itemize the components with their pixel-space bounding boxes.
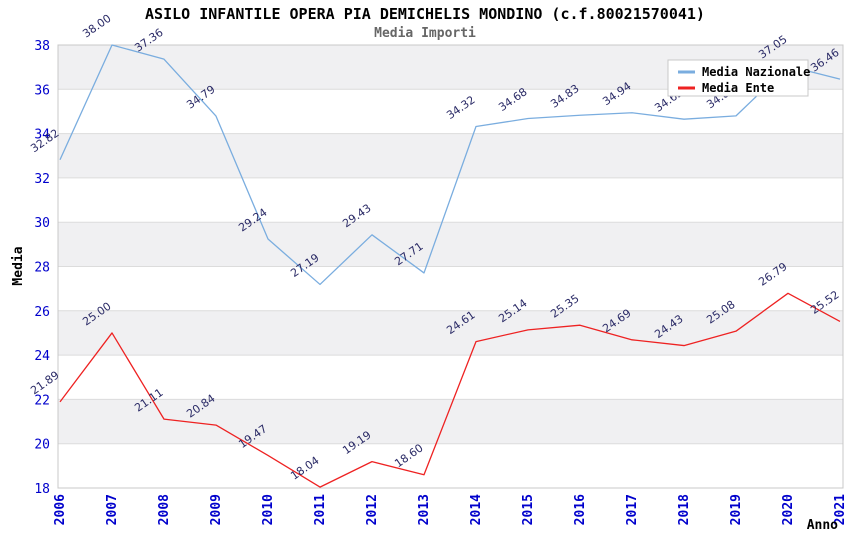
y-tick-label: 32: [34, 172, 50, 187]
x-tick-label: 2019: [729, 494, 744, 525]
chart-subtitle: Media Importi: [374, 26, 476, 41]
series-line-media-ente: [59, 292, 841, 488]
x-tick-label: 2010: [261, 494, 276, 525]
x-tick-label: 2007: [105, 494, 120, 525]
y-axis-title: Media: [11, 246, 26, 285]
x-tick-label: 2017: [625, 494, 640, 525]
x-tick-label: 2016: [573, 494, 588, 525]
y-tick-label: 22: [34, 393, 50, 408]
x-tick-label: 2013: [417, 494, 432, 525]
y-tick-label: 36: [34, 83, 50, 98]
plot-band: [58, 133, 843, 178]
chart-title: ASILO INFANTILE OPERA PIA DEMICHELIS MON…: [145, 5, 705, 23]
x-tick-label: 2018: [677, 494, 692, 525]
plot-border: [57, 44, 844, 489]
y-tick-label: 34: [34, 128, 50, 143]
plot-band: [58, 310, 843, 356]
x-tick-label: 2014: [469, 494, 484, 525]
x-tick-label: 2009: [209, 494, 224, 525]
legend: [667, 59, 809, 97]
y-tick-label: 30: [34, 216, 50, 231]
x-tick-label: 2011: [313, 494, 328, 525]
x-tick-label: 2020: [781, 494, 796, 525]
y-tick-label: 20: [34, 438, 50, 453]
x-tick-label: 2015: [521, 494, 536, 525]
y-tick-label: 24: [34, 349, 50, 364]
y-tick-label: 28: [34, 261, 50, 276]
x-tick-label: 2012: [365, 494, 380, 525]
legend-item-label: Media Ente: [702, 81, 774, 95]
x-tick-label: 2006: [53, 494, 68, 525]
x-axis-title: Anno: [807, 518, 838, 533]
data-label-media-ente: 18.60: [392, 441, 425, 470]
x-tick-label: 2021: [833, 494, 848, 525]
data-label-media-nazionale: 34.32: [444, 93, 477, 122]
y-tick-label: 38: [34, 39, 50, 54]
plot-band: [58, 222, 843, 267]
x-tick-label: 2008: [157, 494, 172, 525]
y-tick-label: 18: [34, 482, 50, 497]
y-tick-label: 26: [34, 305, 50, 320]
legend-item-label: Media Nazionale: [702, 65, 810, 79]
series-line-media-nazionale: [59, 44, 841, 286]
